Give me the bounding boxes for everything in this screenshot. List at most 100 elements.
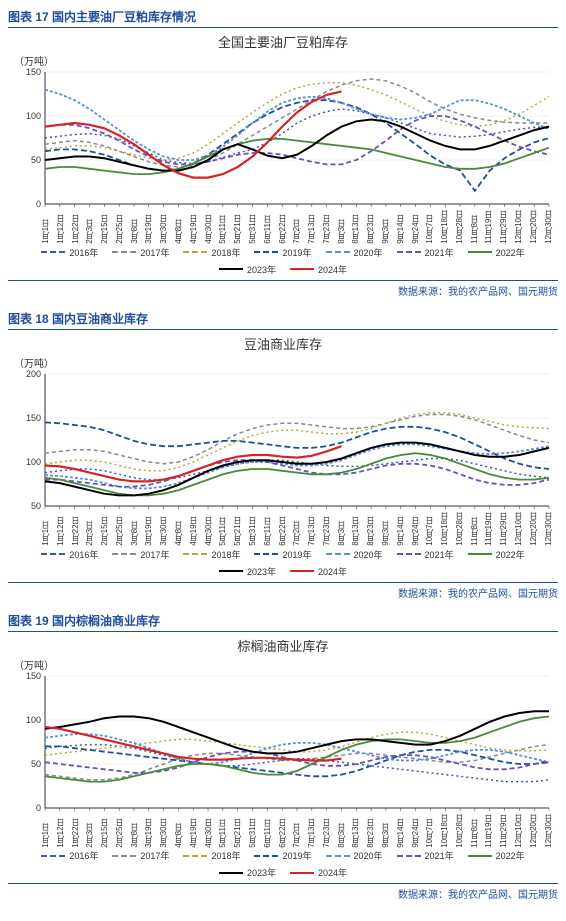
legend-swatch: [183, 553, 207, 555]
legend-item: 2017年: [112, 849, 169, 862]
legend-item: 2024年: [290, 263, 347, 276]
legend-swatch: [326, 553, 350, 555]
legend-swatch: [219, 570, 243, 572]
legend-swatch: [290, 268, 314, 270]
svg-text:50: 50: [31, 155, 41, 165]
legend-label: 2023年: [247, 866, 276, 879]
svg-text:200: 200: [26, 370, 41, 379]
legend-swatch: [183, 251, 207, 253]
legend-swatch: [112, 855, 136, 857]
legend-item: 2019年: [254, 849, 311, 862]
legend-swatch: [41, 855, 65, 857]
legend-label: 2019年: [282, 246, 311, 259]
svg-text:100: 100: [26, 457, 41, 467]
legend-swatch: [290, 570, 314, 572]
legend-label: 2023年: [247, 263, 276, 276]
legend-item: 2023年: [219, 263, 276, 276]
chart-xaxis: 1月1日1月12日1月22日2月3日2月15日2月25日3月8日3月19日3月3…: [40, 210, 554, 244]
chart-block: 图表 18 国内豆油商业库存豆油商业库存 （万吨）501001502001月1日1…: [8, 310, 558, 600]
legend-swatch: [112, 251, 136, 253]
legend-swatch: [468, 553, 492, 555]
legend-swatch: [112, 553, 136, 555]
legend-swatch: [219, 268, 243, 270]
legend-swatch: [219, 872, 243, 874]
legend-label: 2018年: [211, 246, 240, 259]
legend-label: 2024年: [318, 866, 347, 879]
legend-item: 2024年: [290, 866, 347, 879]
legend-swatch: [468, 855, 492, 857]
chart-legend: 2016年 2017年 2018年 2019年 2020年 2021年 2022年 2023年…: [8, 548, 558, 578]
legend-item: 2022年: [468, 246, 525, 259]
legend-label: 2024年: [318, 263, 347, 276]
legend-label: 2016年: [69, 849, 98, 862]
svg-text:100: 100: [26, 715, 41, 725]
legend-label: 2017年: [140, 849, 169, 862]
legend-label: 2024年: [318, 565, 347, 578]
chart-area: 0 50 100 150: [13, 68, 553, 208]
legend-item: 2019年: [254, 246, 311, 259]
legend-label: 2020年: [354, 548, 383, 561]
legend-item: 2020年: [326, 548, 383, 561]
legend-label: 2016年: [69, 246, 98, 259]
legend-item: 2019年: [254, 548, 311, 561]
chart-header: 图表 18 国内豆油商业库存: [8, 310, 558, 330]
legend-item: 2017年: [112, 548, 169, 561]
legend-label: 2016年: [69, 548, 98, 561]
legend-swatch: [254, 251, 278, 253]
chart-title: 全国主要油厂豆粕库存: [8, 32, 558, 51]
legend-item: 2024年: [290, 565, 347, 578]
chart-xaxis: 1月1日1月12日1月22日2月3日2月15日2月25日3月8日3月19日3月3…: [40, 512, 554, 546]
legend-item: 2023年: [219, 565, 276, 578]
chart-ylabel: （万吨）: [14, 657, 558, 672]
chart-block: 图表 19 国内棕榈油商业库存棕榈油商业库存（万吨）0501001501月1日1…: [8, 612, 558, 902]
legend-label: 2017年: [140, 246, 169, 259]
legend-label: 2019年: [282, 548, 311, 561]
legend-item: 2021年: [397, 849, 454, 862]
chart-ylabel: （万吨）: [14, 355, 558, 370]
legend-swatch: [326, 855, 350, 857]
chart-source: 数据来源：我的农产品网、国元期货: [8, 883, 558, 901]
legend-swatch: [397, 855, 421, 857]
legend-label: 2020年: [354, 849, 383, 862]
legend-swatch: [326, 251, 350, 253]
svg-text:150: 150: [26, 672, 41, 681]
legend-label: 2023年: [247, 565, 276, 578]
svg-text:150: 150: [26, 68, 41, 77]
legend-item: 2017年: [112, 246, 169, 259]
chart-header: 图表 19 国内棕榈油商业库存: [8, 612, 558, 632]
legend-label: 2021年: [425, 548, 454, 561]
legend-swatch: [183, 855, 207, 857]
legend-item: 2016年: [41, 246, 98, 259]
legend-item: 2022年: [468, 548, 525, 561]
legend-item: 2021年: [397, 548, 454, 561]
svg-text:0: 0: [36, 803, 41, 812]
legend-label: 2022年: [496, 246, 525, 259]
chart-legend: 2016年2017年2018年2019年2020年2021年2022年2023年…: [8, 246, 558, 276]
legend-swatch: [41, 251, 65, 253]
chart-block: 图表 17 国内主要油厂豆粕库存情况全国主要油厂豆粕库存（万吨）05010015…: [8, 8, 558, 298]
chart-source: 数据来源：我的农产品网、国元期货: [8, 582, 558, 600]
legend-item: 2022年: [468, 849, 525, 862]
chart-area: 50100150200: [13, 370, 553, 510]
legend-label: 2022年: [496, 548, 525, 561]
legend-item: 2021年: [397, 246, 454, 259]
legend-swatch: [468, 251, 492, 253]
legend-label: 2019年: [282, 849, 311, 862]
svg-text:100: 100: [26, 111, 41, 121]
chart-xaxis: 1月1日1月12日1月22日2月3日2月15日2月25日3月8日3月19日3月3…: [40, 814, 554, 848]
legend-label: 2017年: [140, 548, 169, 561]
legend-label: 2018年: [211, 548, 240, 561]
legend-label: 2018年: [211, 849, 240, 862]
svg-text:50: 50: [31, 759, 41, 769]
legend-swatch: [397, 553, 421, 555]
chart-title: 豆油商业库存: [8, 334, 558, 353]
chart-header: 图表 17 国内主要油厂豆粕库存情况: [8, 8, 558, 28]
chart-legend: 2016年 2017年 2018年 2019年 2020年 2021年 2022年 2023年…: [8, 849, 558, 879]
legend-swatch: [290, 872, 314, 874]
legend-item: 2023年: [219, 866, 276, 879]
chart-area: 0 50 100 150: [13, 672, 553, 812]
svg-text:0: 0: [36, 199, 41, 208]
legend-item: 2018年: [183, 548, 240, 561]
legend-label: 2021年: [425, 849, 454, 862]
legend-swatch: [254, 553, 278, 555]
